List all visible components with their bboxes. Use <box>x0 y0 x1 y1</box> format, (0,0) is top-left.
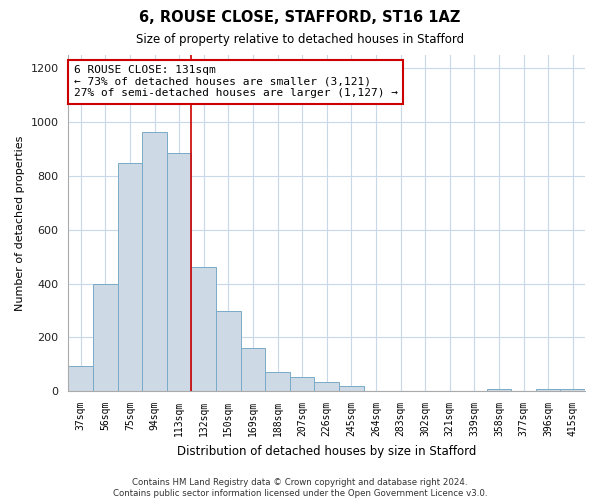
Bar <box>241 348 265 391</box>
X-axis label: Distribution of detached houses by size in Stafford: Distribution of detached houses by size … <box>177 444 476 458</box>
Bar <box>68 366 93 391</box>
Text: Contains HM Land Registry data © Crown copyright and database right 2024.
Contai: Contains HM Land Registry data © Crown c… <box>113 478 487 498</box>
Bar <box>142 132 167 391</box>
Bar <box>536 388 560 391</box>
Text: 6, ROUSE CLOSE, STAFFORD, ST16 1AZ: 6, ROUSE CLOSE, STAFFORD, ST16 1AZ <box>139 10 461 25</box>
Bar <box>339 386 364 391</box>
Text: Size of property relative to detached houses in Stafford: Size of property relative to detached ho… <box>136 32 464 46</box>
Bar <box>216 311 241 391</box>
Y-axis label: Number of detached properties: Number of detached properties <box>15 136 25 311</box>
Bar <box>118 163 142 391</box>
Bar <box>560 388 585 391</box>
Bar <box>290 377 314 391</box>
Text: 6 ROUSE CLOSE: 131sqm
← 73% of detached houses are smaller (3,121)
27% of semi-d: 6 ROUSE CLOSE: 131sqm ← 73% of detached … <box>74 65 398 98</box>
Bar <box>487 388 511 391</box>
Bar <box>191 268 216 391</box>
Bar <box>265 372 290 391</box>
Bar <box>93 284 118 391</box>
Bar <box>314 382 339 391</box>
Bar <box>167 153 191 391</box>
